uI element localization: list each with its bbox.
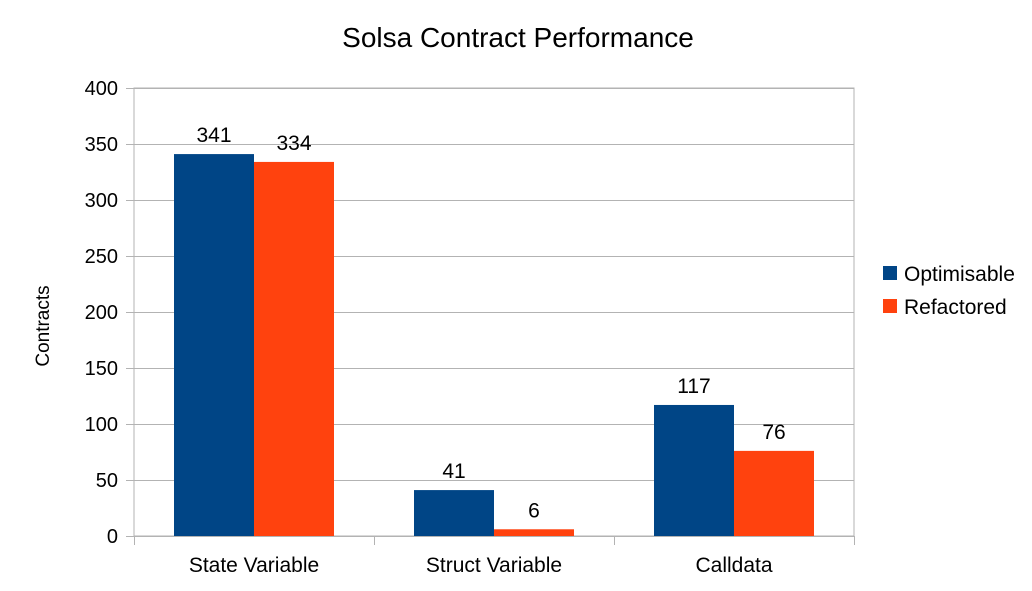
y-axis-label: Contracts — [33, 285, 54, 366]
legend-label: Optimisable — [904, 263, 1015, 286]
bar-refactored-1 — [494, 529, 574, 536]
chart-title: Solsa Contract Performance — [342, 22, 694, 53]
y-tick-label: 100 — [85, 414, 118, 436]
bar-optimisable-0 — [174, 154, 254, 536]
axes: 0 50 100 150 200 250 300 350 400 State Variable St… — [85, 78, 855, 577]
x-category-label: Struct Variable — [426, 554, 562, 577]
x-category-label: Calldata — [695, 554, 772, 577]
data-label: 117 — [677, 375, 710, 398]
data-label: 76 — [762, 421, 785, 444]
y-tick-label: 0 — [107, 526, 118, 548]
legend-label: Refactored — [904, 296, 1007, 319]
y-tick-label: 150 — [85, 358, 118, 380]
data-label: 41 — [442, 460, 465, 483]
legend-swatch-refactored — [883, 299, 897, 313]
bar-optimisable-2 — [654, 404, 734, 536]
legend: Optimisable Refactored — [883, 263, 1015, 319]
y-tick-label: 350 — [85, 134, 118, 156]
y-tick-label: 200 — [85, 302, 118, 324]
data-label: 6 — [528, 499, 540, 522]
x-category-label: State Variable — [189, 554, 319, 577]
y-tick-label: 50 — [96, 470, 118, 492]
bars — [174, 154, 814, 537]
bar-refactored-0 — [254, 161, 334, 537]
y-tick-label: 250 — [85, 246, 118, 268]
legend-swatch-optimisable — [883, 266, 897, 280]
data-label: 341 — [196, 124, 231, 147]
data-labels: 341 334 41 6 117 76 — [196, 124, 785, 522]
y-tick-label: 300 — [85, 190, 118, 212]
data-label: 334 — [276, 132, 311, 155]
bar-refactored-2 — [734, 450, 814, 536]
y-tick-label: 400 — [85, 78, 118, 100]
bar-optimisable-1 — [414, 490, 494, 536]
